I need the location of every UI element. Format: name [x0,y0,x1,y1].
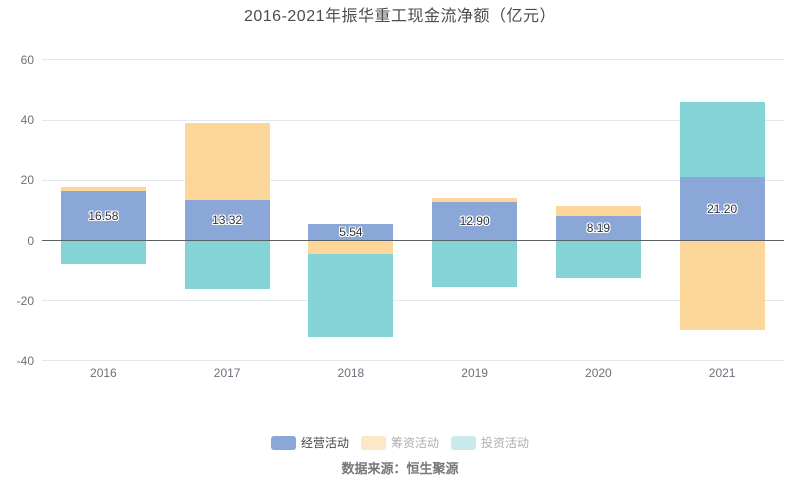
x-axis-label: 2021 [708,366,736,380]
bar-segment-3[interactable] [308,254,394,337]
bar-segment-2[interactable] [679,240,765,331]
legend-item-2[interactable]: 筹资活动 [360,436,439,450]
legend-swatch-icon [451,436,476,450]
legend: 经营活动 筹资活动 投资活动 [0,435,800,451]
bar-segment-2[interactable] [308,240,394,255]
bar-segment-2[interactable] [184,123,270,201]
y-axis-tick-label: 20 [20,173,34,188]
bar-value-label: 21.20 [707,201,738,216]
bar-value-label: 16.58 [88,208,119,223]
bar-segment-2[interactable] [432,198,518,202]
x-axis-label: 2016 [90,366,117,380]
x-axis-label: 2017 [213,366,241,380]
bar-segment-3[interactable] [60,240,146,264]
bar-value-label: 13.32 [212,213,243,228]
y-axis-tick-label: 0 [27,233,34,248]
bar-segment-1[interactable] [432,201,518,241]
bar-value-label: 12.90 [459,214,490,229]
y-axis-tick-label: -40 [16,353,34,368]
bar-value-label: 5.54 [339,225,363,240]
legend-item-1[interactable]: 经营活动 [270,436,349,450]
bar-segment-1[interactable] [184,200,270,241]
x-axis-label: 2020 [585,366,612,380]
legend-label: 筹资活动 [390,436,439,450]
legend-label: 经营活动 [300,436,349,450]
bar-segment-3[interactable] [679,102,765,177]
gridline [41,59,784,61]
bar-value-label: 8.19 [586,221,611,236]
gridline [41,300,784,302]
bar-segment-2[interactable] [555,205,641,216]
bar-segment-1[interactable] [679,176,765,241]
bar-segment-1[interactable] [60,190,146,241]
bar-segment-1[interactable] [308,223,394,241]
y-axis-tick-label: 40 [20,113,34,128]
zero-axis-line [41,240,784,241]
bar-segment-1[interactable] [555,215,641,241]
gridline [41,360,784,362]
bar-segment-2[interactable] [60,186,146,191]
legend-swatch-icon [360,436,386,450]
legend-swatch-icon [270,436,296,450]
bar-segment-3[interactable] [184,240,270,290]
gridline [41,119,784,121]
chart-title: 2016-2021年振华重工现金流净额（亿元） [243,8,557,25]
x-axis-label: 2019 [461,366,488,380]
y-axis-tick-label: -20 [16,293,34,308]
bar-segment-3[interactable] [555,240,641,278]
bar-segment-3[interactable] [432,240,518,288]
legend-item-3[interactable]: 投资活动 [451,436,529,450]
x-axis-label: 2018 [337,366,365,380]
data-source-text: 数据来源：恒生聚源 [341,461,459,476]
legend-label: 投资活动 [481,436,530,450]
y-axis-tick-label: 60 [20,52,34,67]
gridline [41,179,784,181]
